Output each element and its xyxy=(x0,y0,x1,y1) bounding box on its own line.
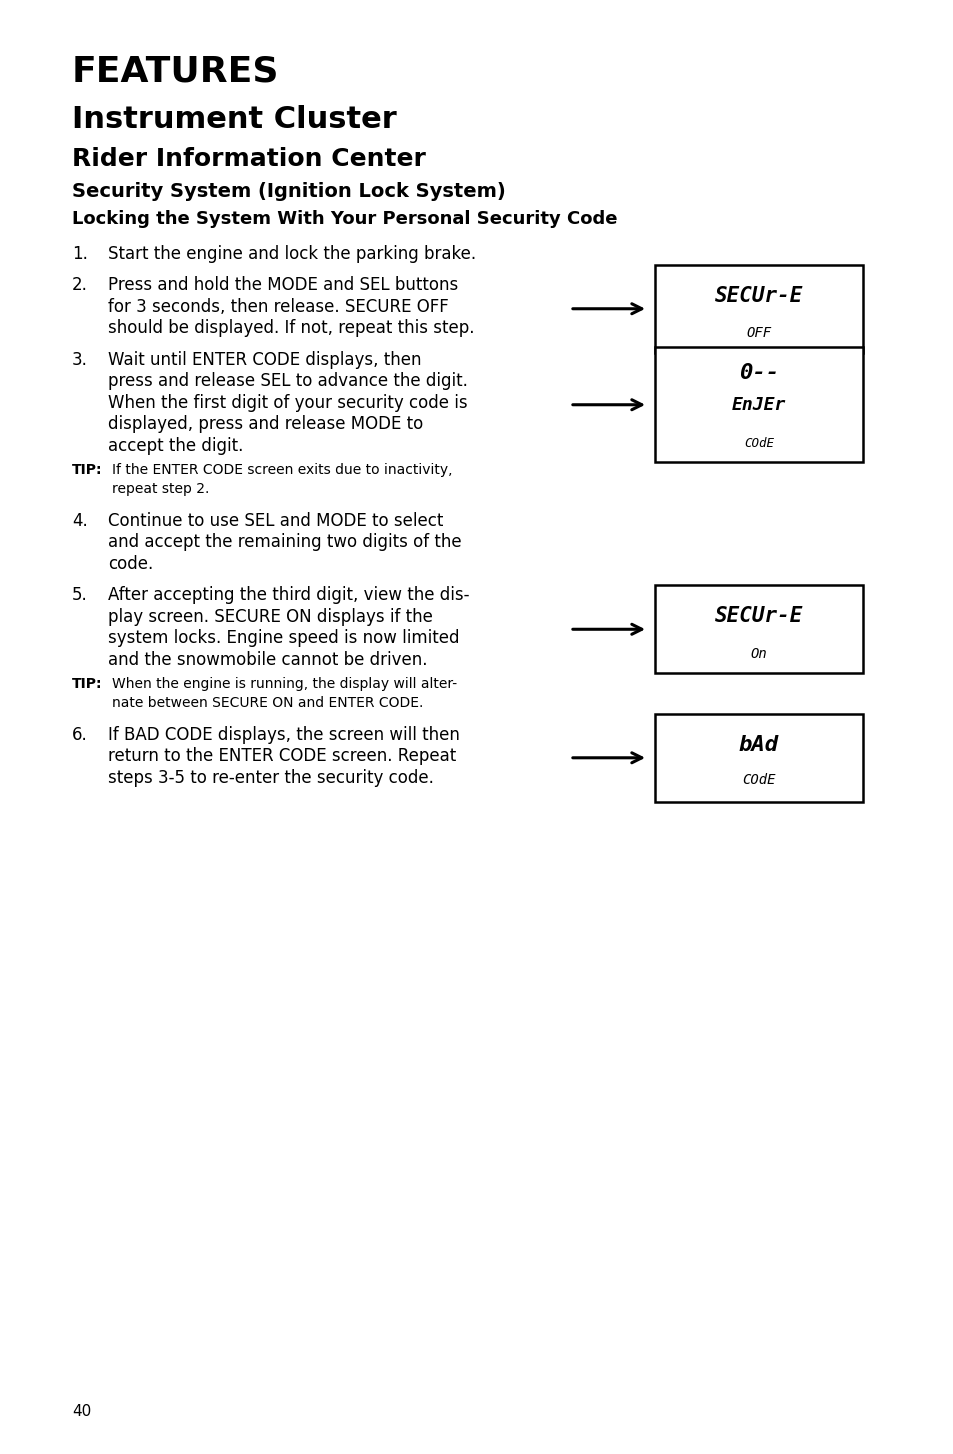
Bar xyxy=(655,265,862,353)
Text: SECUr-E: SECUr-E xyxy=(714,285,802,305)
Text: Press and hold the MODE and SEL buttons: Press and hold the MODE and SEL buttons xyxy=(108,276,457,295)
Bar xyxy=(655,714,862,801)
Text: Wait until ENTER CODE displays, then: Wait until ENTER CODE displays, then xyxy=(108,350,421,369)
Bar xyxy=(655,348,862,462)
Text: COdE: COdE xyxy=(743,438,773,451)
Text: COdE: COdE xyxy=(741,772,775,787)
Text: Start the engine and lock the parking brake.: Start the engine and lock the parking br… xyxy=(108,246,476,263)
Text: repeat step 2.: repeat step 2. xyxy=(112,483,209,496)
Text: for 3 seconds, then release. SECURE OFF: for 3 seconds, then release. SECURE OFF xyxy=(108,298,448,316)
Text: When the first digit of your security code is: When the first digit of your security co… xyxy=(108,394,467,411)
Text: Continue to use SEL and MODE to select: Continue to use SEL and MODE to select xyxy=(108,512,443,529)
Text: and accept the remaining two digits of the: and accept the remaining two digits of t… xyxy=(108,534,461,551)
Text: Instrument Cluster: Instrument Cluster xyxy=(71,105,396,134)
Text: system locks. Engine speed is now limited: system locks. Engine speed is now limite… xyxy=(108,630,459,647)
Text: TIP:: TIP: xyxy=(71,678,102,691)
Text: play screen. SECURE ON displays if the: play screen. SECURE ON displays if the xyxy=(108,608,433,625)
Text: should be displayed. If not, repeat this step.: should be displayed. If not, repeat this… xyxy=(108,320,474,337)
Text: If the ENTER CODE screen exits due to inactivity,: If the ENTER CODE screen exits due to in… xyxy=(112,464,452,477)
Text: TIP:: TIP: xyxy=(71,464,102,477)
Text: return to the ENTER CODE screen. Repeat: return to the ENTER CODE screen. Repeat xyxy=(108,747,456,765)
Text: 1.: 1. xyxy=(71,246,88,263)
Text: 4.: 4. xyxy=(71,512,88,529)
Text: and the snowmobile cannot be driven.: and the snowmobile cannot be driven. xyxy=(108,651,427,669)
Text: nate between SECURE ON and ENTER CODE.: nate between SECURE ON and ENTER CODE. xyxy=(112,696,423,710)
Text: Rider Information Center: Rider Information Center xyxy=(71,147,425,172)
Text: On: On xyxy=(750,647,766,662)
Text: 3.: 3. xyxy=(71,350,88,369)
Text: If BAD CODE displays, the screen will then: If BAD CODE displays, the screen will th… xyxy=(108,726,459,743)
Bar xyxy=(655,586,862,673)
Text: displayed, press and release MODE to: displayed, press and release MODE to xyxy=(108,416,423,433)
Text: OFF: OFF xyxy=(745,326,771,340)
Text: 6.: 6. xyxy=(71,726,88,743)
Text: code.: code. xyxy=(108,555,153,573)
Text: Security System (Ignition Lock System): Security System (Ignition Lock System) xyxy=(71,182,505,201)
Text: 40: 40 xyxy=(71,1405,91,1419)
Text: Locking the System With Your Personal Security Code: Locking the System With Your Personal Se… xyxy=(71,209,617,228)
Text: 5.: 5. xyxy=(71,586,88,605)
Text: accept the digit.: accept the digit. xyxy=(108,438,243,455)
Text: steps 3-5 to re-enter the security code.: steps 3-5 to re-enter the security code. xyxy=(108,769,434,787)
Text: When the engine is running, the display will alter-: When the engine is running, the display … xyxy=(112,678,456,691)
Text: After accepting the third digit, view the dis-: After accepting the third digit, view th… xyxy=(108,586,469,605)
Text: 0--: 0-- xyxy=(739,362,779,382)
Text: SECUr-E: SECUr-E xyxy=(714,606,802,627)
Text: press and release SEL to advance the digit.: press and release SEL to advance the dig… xyxy=(108,372,467,391)
Text: EnJEr: EnJEr xyxy=(731,395,785,414)
Text: 2.: 2. xyxy=(71,276,88,295)
Text: FEATURES: FEATURES xyxy=(71,55,279,89)
Text: bAd: bAd xyxy=(739,734,779,755)
